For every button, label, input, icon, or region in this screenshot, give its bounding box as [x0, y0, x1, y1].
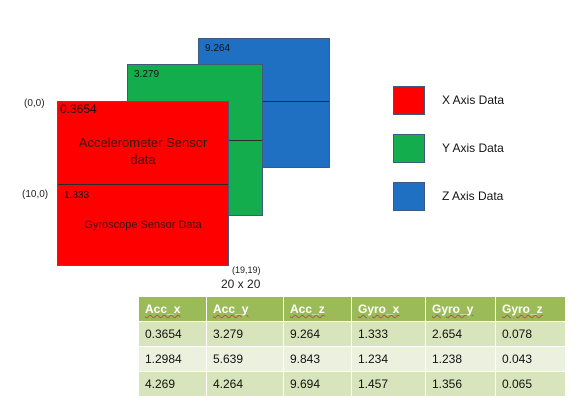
x-layer-lower-value: 1.333 — [64, 190, 90, 201]
accelerometer-label-line1: Accelerometer Sensor — [78, 135, 208, 150]
coord-mid: (10,0) — [22, 189, 49, 200]
z-layer-value: 9.264 — [205, 43, 231, 54]
table-cell: 1.2984 — [138, 346, 207, 372]
legend-label-x: X Axis Data — [442, 93, 505, 107]
table-cell: 9.694 — [283, 371, 352, 397]
grid-size-label: 20 x 20 — [221, 277, 261, 291]
legend-swatch-z — [393, 182, 425, 211]
table-cell: 9.264 — [283, 321, 352, 347]
table-cell: 1.238 — [425, 346, 496, 372]
table-cell: 1.234 — [351, 346, 426, 372]
table-cell: 0.043 — [495, 346, 566, 372]
table-header-row: Acc_x Acc_y Acc_z Gyro_x Gyro_y Gyro_z — [138, 296, 566, 322]
table-cell: 0.078 — [495, 321, 566, 347]
header-gyro-z: Gyro_z — [495, 296, 566, 322]
header-acc-y: Acc_y — [206, 296, 284, 322]
table-cell: 9.843 — [283, 346, 352, 372]
coord-end: (19,19) — [232, 265, 261, 275]
legend-swatch-y — [393, 134, 425, 163]
sensor-data-table: Acc_x Acc_y Acc_z Gyro_x Gyro_y Gyro_z 0… — [138, 296, 566, 397]
table-cell: 3.279 — [206, 321, 284, 347]
table-row: 0.3654 3.279 9.264 1.333 2.654 0.078 — [138, 321, 566, 347]
accelerometer-label-line2: data — [130, 152, 156, 167]
legend-label-z: Z Axis Data — [442, 189, 504, 203]
legend-swatch-x — [393, 86, 425, 115]
header-gyro-x: Gyro_x — [351, 296, 426, 322]
table-cell: 5.639 — [206, 346, 284, 372]
table-cell: 2.654 — [425, 321, 496, 347]
accelerometer-label: Accelerometer Sensor data — [58, 134, 228, 168]
x-layer-divider — [58, 184, 228, 185]
table-cell: 4.264 — [206, 371, 284, 397]
x-layer-value: 0.3654 — [60, 102, 97, 116]
table-cell: 0.3654 — [138, 321, 207, 347]
table-cell: 1.356 — [425, 371, 496, 397]
coord-origin: (0,0) — [24, 98, 45, 109]
table-cell: 4.269 — [138, 371, 207, 397]
y-layer-value: 3.279 — [134, 69, 160, 80]
table-row: 4.269 4.264 9.694 1.457 1.356 0.065 — [138, 371, 566, 397]
legend-label-y: Y Axis Data — [442, 141, 504, 155]
table-row: 1.2984 5.639 9.843 1.234 1.238 0.043 — [138, 346, 566, 372]
gyroscope-label: Gyroscope Sensor Data — [84, 219, 202, 231]
header-acc-x: Acc_x — [138, 296, 207, 322]
x-axis-layer: 0.3654 Accelerometer Sensor data 1.333 G… — [57, 101, 229, 266]
z-layer-divider — [199, 101, 329, 102]
header-gyro-y: Gyro_y — [425, 296, 496, 322]
header-acc-z: Acc_z — [283, 296, 352, 322]
table-cell: 1.457 — [351, 371, 426, 397]
table-cell: 0.065 — [495, 371, 566, 397]
table-cell: 1.333 — [351, 321, 426, 347]
